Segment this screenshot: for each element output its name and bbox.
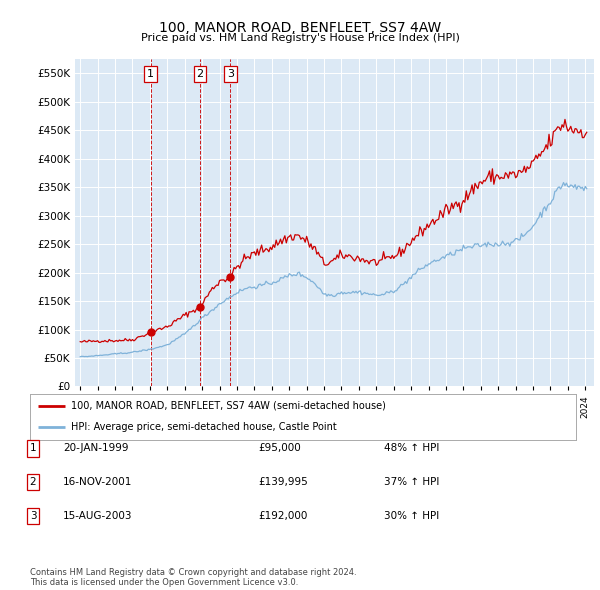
Text: 2: 2	[196, 69, 203, 79]
Text: 100, MANOR ROAD, BENFLEET, SS7 4AW: 100, MANOR ROAD, BENFLEET, SS7 4AW	[159, 21, 441, 35]
Text: £139,995: £139,995	[258, 477, 308, 487]
Text: 48% ↑ HPI: 48% ↑ HPI	[384, 444, 439, 453]
Text: HPI: Average price, semi-detached house, Castle Point: HPI: Average price, semi-detached house,…	[71, 422, 337, 432]
Text: 30% ↑ HPI: 30% ↑ HPI	[384, 511, 439, 520]
Text: Contains HM Land Registry data © Crown copyright and database right 2024.
This d: Contains HM Land Registry data © Crown c…	[30, 568, 356, 587]
Text: 3: 3	[29, 511, 37, 520]
Text: 20-JAN-1999: 20-JAN-1999	[63, 444, 128, 453]
Text: 1: 1	[29, 444, 37, 453]
Text: Price paid vs. HM Land Registry's House Price Index (HPI): Price paid vs. HM Land Registry's House …	[140, 33, 460, 43]
Text: 1: 1	[147, 69, 154, 79]
Text: £95,000: £95,000	[258, 444, 301, 453]
Text: 37% ↑ HPI: 37% ↑ HPI	[384, 477, 439, 487]
Text: 16-NOV-2001: 16-NOV-2001	[63, 477, 133, 487]
Text: 3: 3	[227, 69, 234, 79]
Text: £192,000: £192,000	[258, 511, 307, 520]
Text: 2: 2	[29, 477, 37, 487]
Text: 100, MANOR ROAD, BENFLEET, SS7 4AW (semi-detached house): 100, MANOR ROAD, BENFLEET, SS7 4AW (semi…	[71, 401, 386, 411]
Text: 15-AUG-2003: 15-AUG-2003	[63, 511, 133, 520]
